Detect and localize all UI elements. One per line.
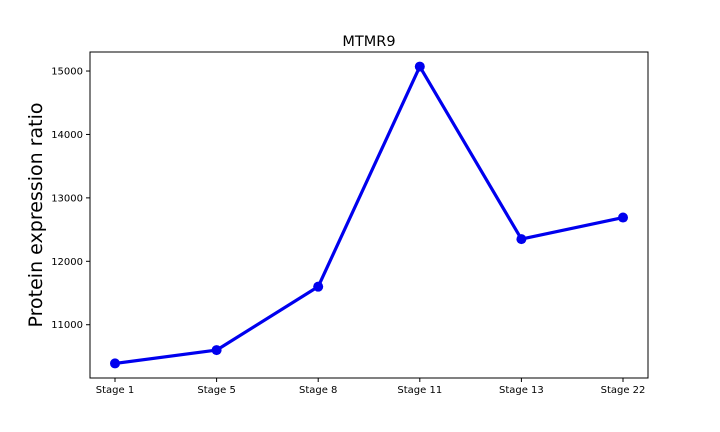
chart-title: MTMR9 xyxy=(342,34,395,50)
data-point xyxy=(618,212,628,223)
x-tick-label: Stage 5 xyxy=(197,385,235,396)
data-point xyxy=(211,345,222,356)
data-point xyxy=(313,281,324,292)
y-tick-label: 11000 xyxy=(51,320,83,331)
plot-area xyxy=(89,51,649,379)
x-tick-label: Stage 22 xyxy=(601,385,646,396)
series-line xyxy=(114,64,624,365)
x-tick-label: Stage 1 xyxy=(96,385,134,396)
y-tick-label: 12000 xyxy=(51,257,83,268)
y-tick-label: 15000 xyxy=(51,67,83,78)
x-axis: Stage 1 Stage 5 Stage 8 Stage 11 Stage 13 Sta… xyxy=(96,378,646,396)
x-tick-label: Stage 8 xyxy=(299,385,337,396)
data-point xyxy=(414,61,425,72)
data-point xyxy=(516,234,527,245)
data-point xyxy=(110,358,120,369)
x-tick-label: Stage 11 xyxy=(397,385,442,396)
x-tick-label: Stage 13 xyxy=(499,385,544,396)
y-tick-label: 14000 xyxy=(51,130,83,141)
series-group xyxy=(110,61,628,369)
y-axis-title: Protein expression ratio xyxy=(25,103,47,328)
y-tick-label: 13000 xyxy=(51,193,83,204)
y-axis: 11000 12000 13000 14000 15000 xyxy=(51,67,90,331)
